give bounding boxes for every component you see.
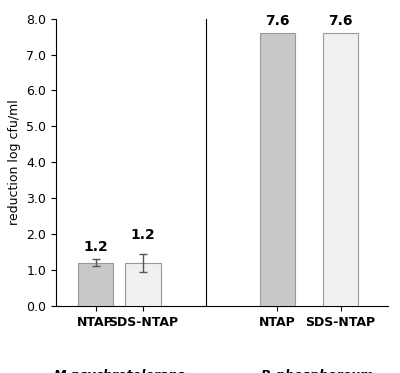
Bar — [260, 33, 295, 306]
Text: 7.6: 7.6 — [328, 14, 353, 28]
Text: M psychrotolerans: M psychrotolerans — [54, 369, 185, 373]
Text: 1.2: 1.2 — [83, 240, 108, 254]
Y-axis label: reduction log cfu/ml: reduction log cfu/ml — [8, 99, 21, 225]
Bar — [323, 33, 358, 306]
Bar — [125, 263, 161, 306]
Bar — [78, 263, 113, 306]
Text: 7.6: 7.6 — [265, 14, 290, 28]
Text: 1.2: 1.2 — [130, 228, 155, 242]
Text: P. phosphoreum: P. phosphoreum — [261, 369, 373, 373]
